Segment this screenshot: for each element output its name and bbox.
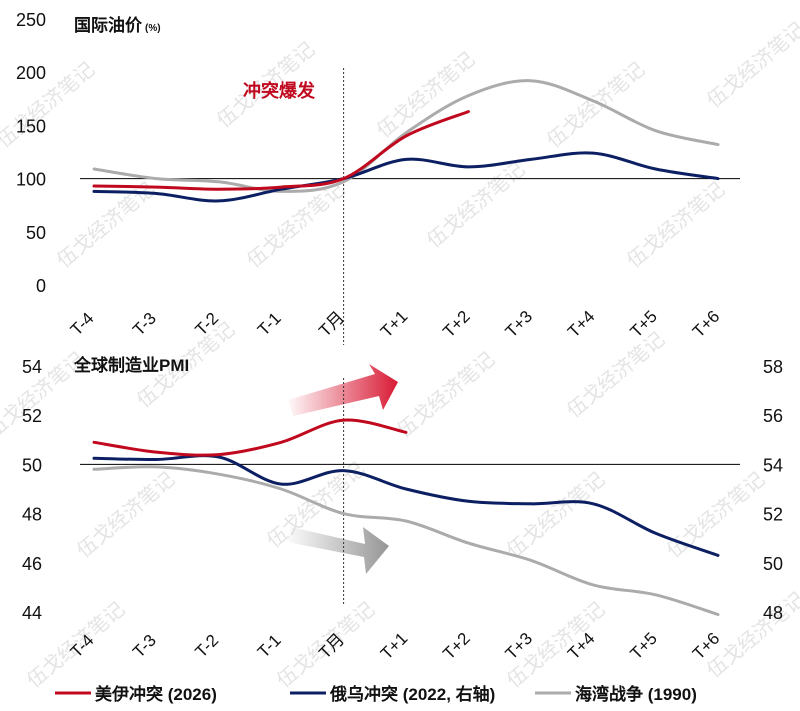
watermark-text: 伍戈经济笔记	[622, 178, 729, 273]
oil-x-tick-label: T-1	[254, 309, 285, 340]
oil-chart-title-unit: (%)	[145, 23, 161, 34]
oil-x-tick-label: T+2	[439, 307, 473, 341]
pmi-series-group	[92, 418, 720, 616]
watermark-text: 伍戈经济笔记	[562, 328, 669, 423]
pmi-right-y-tick-label: 50	[763, 554, 783, 574]
pmi-x-tick-label: T+2	[439, 629, 473, 663]
pmi-x-tick-label: T+5	[626, 629, 660, 663]
legend-label: 海湾战争 (1990)	[575, 684, 697, 704]
legend-label: 俄乌冲突 (2022, 右轴)	[329, 684, 495, 704]
oil-x-tick-label: T+1	[377, 307, 411, 341]
oil-chart-title-text: 国际油价	[74, 15, 143, 35]
pmi-left-y-tick-label: 52	[22, 406, 42, 426]
rise-arrow	[288, 364, 398, 416]
oil-x-tick-label: T+3	[502, 307, 536, 341]
pmi-x-tick-label: T-3	[129, 631, 160, 662]
pmi-x-tick-label: T-1	[254, 631, 285, 662]
oil-chart-title: 国际油价 (%)	[74, 15, 161, 35]
oil-series-line-美伊冲突	[92, 110, 470, 191]
pmi-x-tick-label: T+1	[377, 629, 411, 663]
pmi-right-y-tick-label: 56	[763, 406, 783, 426]
pmi-right-y-tick-label: 52	[763, 505, 783, 525]
oil-series-group	[92, 79, 720, 203]
legend: 美伊冲突 (2026) 俄乌冲突 (2022, 右轴) 海湾战争 (1990)	[55, 684, 697, 704]
pmi-right-y-tick-label: 58	[763, 357, 783, 377]
pmi-chart-title: 全球制造业PMI	[73, 355, 189, 375]
fall-arrow	[287, 527, 389, 574]
watermark-text: 伍戈经济笔记	[662, 468, 769, 563]
pmi-left-y-tick-label: 44	[22, 603, 42, 623]
oil-y-tick-label: 250	[16, 10, 46, 30]
oil-y-tick-label: 100	[16, 170, 46, 190]
pmi-x-axis: T-4 T-3 T-2 T-1 T月 T+1 T+2 T+3 T+4 T+5 T+6	[67, 629, 724, 663]
watermark-text: 伍戈经济笔记	[542, 58, 649, 153]
pmi-series-line-海湾战争	[92, 465, 720, 616]
watermark-text: 伍戈经济笔记	[0, 58, 99, 153]
oil-y-axis: 0 50 100 150 200 250	[16, 10, 46, 296]
pmi-x-tick-label: T-2	[192, 631, 223, 662]
oil-x-tick-label: T-3	[129, 309, 160, 340]
oil-y-tick-label: 0	[36, 276, 46, 296]
oil-y-tick-label: 200	[16, 63, 46, 83]
oil-y-tick-label: 50	[26, 223, 46, 243]
watermark-text: 伍戈经济笔记	[72, 468, 179, 563]
pmi-right-y-tick-label: 48	[763, 603, 783, 623]
watermark-text: 伍戈经济笔记	[702, 588, 800, 683]
pmi-left-y-tick-label: 48	[22, 505, 42, 525]
pmi-left-y-tick-label: 46	[22, 554, 42, 574]
watermark-text: 伍戈经济笔记	[502, 468, 609, 563]
watermark-text: 伍戈经济笔记	[702, 18, 800, 113]
pmi-right-y-axis: 48 50 52 54 56 58	[763, 357, 783, 623]
legend-label: 美伊冲突 (2026)	[95, 684, 217, 704]
oil-x-tick-label: T-4	[67, 309, 98, 340]
oil-series-line-海湾战争	[92, 79, 720, 193]
pmi-left-y-tick-label: 50	[22, 455, 42, 475]
watermark-text: 伍戈经济笔记	[392, 348, 499, 443]
pmi-left-y-axis: 44 46 48 50 52 54	[22, 357, 42, 623]
pmi-series-line-美伊冲突	[92, 418, 408, 457]
conflict-outbreak-annotation: 冲突爆发	[243, 80, 316, 101]
watermark-text: 伍戈经济笔记	[422, 158, 529, 253]
oil-series-line-俄乌冲突	[92, 151, 720, 203]
oil-y-tick-label: 150	[16, 116, 46, 136]
pmi-right-y-tick-label: 54	[763, 455, 783, 475]
oil-x-axis: T-4 T-3 T-2 T-1 T月 T+1 T+2 T+3 T+4 T+5 T+6	[67, 307, 724, 341]
pmi-left-y-tick-label: 54	[22, 357, 42, 377]
oil-x-tick-label: T+6	[689, 307, 723, 341]
oil-x-tick-label: T+4	[564, 307, 598, 341]
